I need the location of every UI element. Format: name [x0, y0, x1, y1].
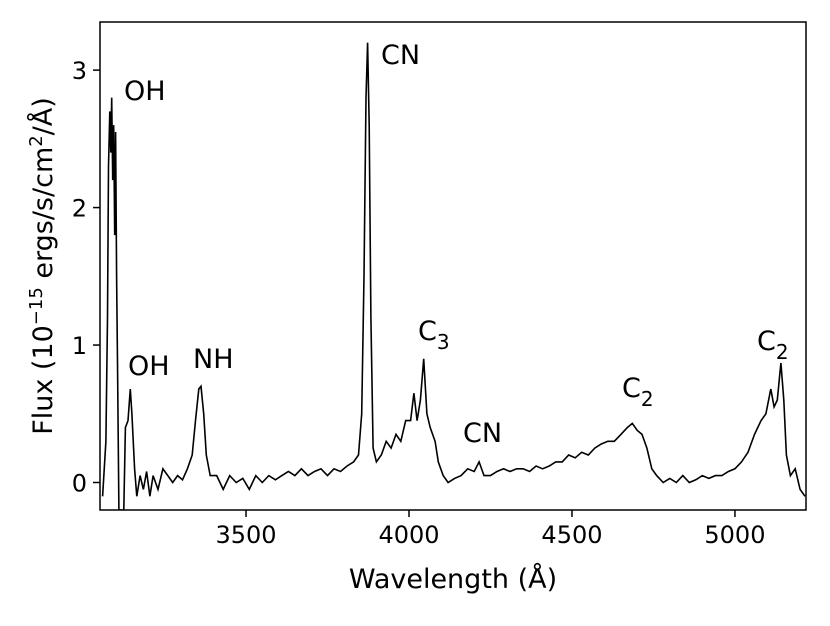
x-tick-label: 5000: [704, 521, 765, 549]
y-tick-label: 0: [72, 470, 87, 498]
y-label-superscript: 2: [26, 135, 47, 146]
annotation: C3: [418, 316, 450, 354]
annotation-subscript: 2: [776, 340, 789, 364]
annotation-text: OH: [128, 351, 170, 382]
annotation-text: C: [418, 316, 437, 347]
y-tick-label: 1: [72, 332, 87, 360]
y-tick-label: 2: [72, 195, 87, 223]
x-tick-label: 4000: [378, 521, 439, 549]
y-axis-label: Flux (10−15 ergs/s/cm2/Å): [26, 97, 59, 435]
annotation: C2: [622, 373, 654, 411]
annotation: CN: [381, 40, 420, 71]
annotation-subscript: 2: [641, 387, 654, 411]
annotation-text: CN: [381, 40, 420, 71]
y-label-part: /Å): [27, 97, 59, 135]
annotation: OH: [124, 76, 166, 107]
y-label-superscript: −15: [26, 287, 47, 325]
annotation-text: C: [757, 326, 776, 357]
annotation-text: C: [622, 373, 641, 404]
y-tick-label: 3: [72, 57, 87, 85]
annotation-text: OH: [124, 76, 166, 107]
annotation-text: CN: [463, 418, 502, 449]
annotation: C2: [757, 326, 789, 364]
x-axis-label: Wavelength (Å): [349, 563, 557, 595]
annotation-subscript: 3: [437, 330, 450, 354]
annotation-text: NH: [193, 344, 234, 375]
x-tick-label: 3500: [215, 521, 276, 549]
annotation: OH: [128, 351, 170, 382]
y-label-part: ergs/s/cm: [28, 147, 59, 287]
annotation: NH: [193, 344, 234, 375]
y-label-part: Flux (10: [28, 325, 59, 435]
spectrum-line: [101, 42, 806, 510]
x-tick-label: 4500: [541, 521, 602, 549]
plot-frame: [99, 21, 807, 511]
annotation: CN: [463, 418, 502, 449]
